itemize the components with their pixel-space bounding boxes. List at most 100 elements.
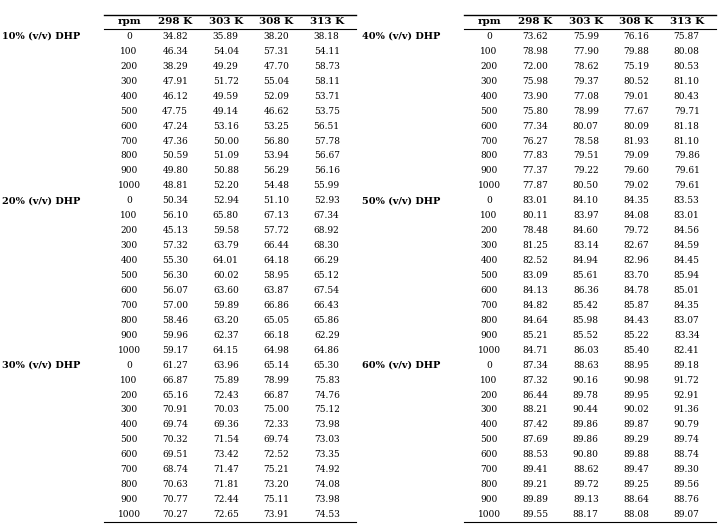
Text: 46.34: 46.34 — [163, 47, 188, 56]
Text: 87.32: 87.32 — [523, 376, 548, 385]
Text: 303 K: 303 K — [569, 17, 603, 26]
Text: 84.60: 84.60 — [573, 226, 599, 235]
Text: 298 K: 298 K — [518, 17, 552, 26]
Text: 34.82: 34.82 — [163, 32, 188, 41]
Text: 40% (v/v) DHP: 40% (v/v) DHP — [362, 32, 441, 41]
Text: rpm: rpm — [477, 17, 501, 26]
Text: 89.13: 89.13 — [573, 495, 598, 504]
Text: 53.75: 53.75 — [314, 107, 340, 116]
Text: 89.86: 89.86 — [573, 435, 599, 444]
Text: 69.51: 69.51 — [162, 450, 188, 460]
Text: 75.83: 75.83 — [314, 376, 340, 385]
Text: 91.72: 91.72 — [674, 376, 700, 385]
Text: 79.72: 79.72 — [624, 226, 649, 235]
Text: 89.86: 89.86 — [573, 420, 599, 429]
Text: 50.88: 50.88 — [212, 166, 239, 175]
Text: 79.60: 79.60 — [624, 166, 649, 175]
Text: 53.71: 53.71 — [314, 92, 340, 101]
Text: 84.43: 84.43 — [624, 316, 649, 325]
Text: 79.01: 79.01 — [624, 92, 649, 101]
Text: 84.45: 84.45 — [674, 256, 700, 265]
Text: 64.98: 64.98 — [264, 346, 289, 355]
Text: 70.27: 70.27 — [163, 510, 188, 519]
Text: 800: 800 — [120, 316, 138, 325]
Text: 85.61: 85.61 — [572, 271, 599, 280]
Text: 53.25: 53.25 — [264, 121, 289, 130]
Text: 79.71: 79.71 — [674, 107, 700, 116]
Text: 90.02: 90.02 — [624, 405, 649, 414]
Text: 900: 900 — [480, 166, 498, 175]
Text: 90.79: 90.79 — [674, 420, 700, 429]
Text: 800: 800 — [120, 480, 138, 489]
Text: 308 K: 308 K — [259, 17, 293, 26]
Text: 100: 100 — [120, 211, 138, 220]
Text: 51.10: 51.10 — [264, 196, 289, 205]
Text: 57.72: 57.72 — [264, 226, 289, 235]
Text: 600: 600 — [120, 121, 138, 130]
Text: 84.94: 84.94 — [573, 256, 599, 265]
Text: 79.02: 79.02 — [624, 181, 649, 190]
Text: 65.16: 65.16 — [162, 391, 188, 400]
Text: 200: 200 — [480, 226, 498, 235]
Text: 73.20: 73.20 — [264, 480, 289, 489]
Text: 61.27: 61.27 — [163, 360, 188, 369]
Text: 59.96: 59.96 — [162, 331, 188, 340]
Text: 700: 700 — [480, 465, 498, 474]
Text: 81.25: 81.25 — [522, 241, 548, 250]
Text: 68.92: 68.92 — [314, 226, 340, 235]
Text: 77.90: 77.90 — [573, 47, 599, 56]
Text: 70.91: 70.91 — [162, 405, 188, 414]
Text: 85.42: 85.42 — [573, 301, 599, 310]
Text: 70.77: 70.77 — [162, 495, 188, 504]
Text: 73.35: 73.35 — [314, 450, 340, 460]
Text: 82.52: 82.52 — [523, 256, 548, 265]
Text: 700: 700 — [480, 301, 498, 310]
Text: 72.52: 72.52 — [264, 450, 289, 460]
Text: 58.11: 58.11 — [314, 77, 340, 86]
Text: 200: 200 — [480, 391, 498, 400]
Text: 72.33: 72.33 — [264, 420, 289, 429]
Text: 700: 700 — [480, 137, 498, 146]
Text: 45.13: 45.13 — [162, 226, 188, 235]
Text: 58.95: 58.95 — [264, 271, 289, 280]
Text: 300: 300 — [480, 405, 498, 414]
Text: 400: 400 — [480, 256, 498, 265]
Text: 86.36: 86.36 — [573, 286, 598, 295]
Text: 900: 900 — [480, 331, 498, 340]
Text: 56.07: 56.07 — [162, 286, 188, 295]
Text: 89.87: 89.87 — [624, 420, 649, 429]
Text: 47.70: 47.70 — [264, 62, 289, 71]
Text: 78.62: 78.62 — [573, 62, 598, 71]
Text: 800: 800 — [120, 152, 138, 161]
Text: 68.30: 68.30 — [314, 241, 340, 250]
Text: 88.53: 88.53 — [522, 450, 548, 460]
Text: 400: 400 — [120, 92, 138, 101]
Text: 500: 500 — [120, 435, 138, 444]
Text: 84.71: 84.71 — [522, 346, 548, 355]
Text: 84.08: 84.08 — [624, 211, 649, 220]
Text: 83.14: 83.14 — [573, 241, 598, 250]
Text: 64.86: 64.86 — [314, 346, 340, 355]
Text: 65.12: 65.12 — [314, 271, 340, 280]
Text: 67.13: 67.13 — [264, 211, 289, 220]
Text: 80.11: 80.11 — [522, 211, 548, 220]
Text: 49.29: 49.29 — [213, 62, 238, 71]
Text: 66.43: 66.43 — [314, 301, 340, 310]
Text: 89.25: 89.25 — [624, 480, 649, 489]
Text: 71.54: 71.54 — [212, 435, 239, 444]
Text: 75.21: 75.21 — [264, 465, 289, 474]
Text: 67.54: 67.54 — [314, 286, 340, 295]
Text: 49.80: 49.80 — [162, 166, 188, 175]
Text: 72.44: 72.44 — [213, 495, 238, 504]
Text: 77.67: 77.67 — [624, 107, 649, 116]
Text: 86.03: 86.03 — [573, 346, 598, 355]
Text: 200: 200 — [120, 391, 138, 400]
Text: 88.17: 88.17 — [573, 510, 599, 519]
Text: 35.89: 35.89 — [213, 32, 239, 41]
Text: 62.37: 62.37 — [213, 331, 238, 340]
Text: 600: 600 — [480, 450, 498, 460]
Text: 89.18: 89.18 — [674, 360, 700, 369]
Text: 75.87: 75.87 — [674, 32, 700, 41]
Text: 79.88: 79.88 — [624, 47, 649, 56]
Text: 88.62: 88.62 — [573, 465, 598, 474]
